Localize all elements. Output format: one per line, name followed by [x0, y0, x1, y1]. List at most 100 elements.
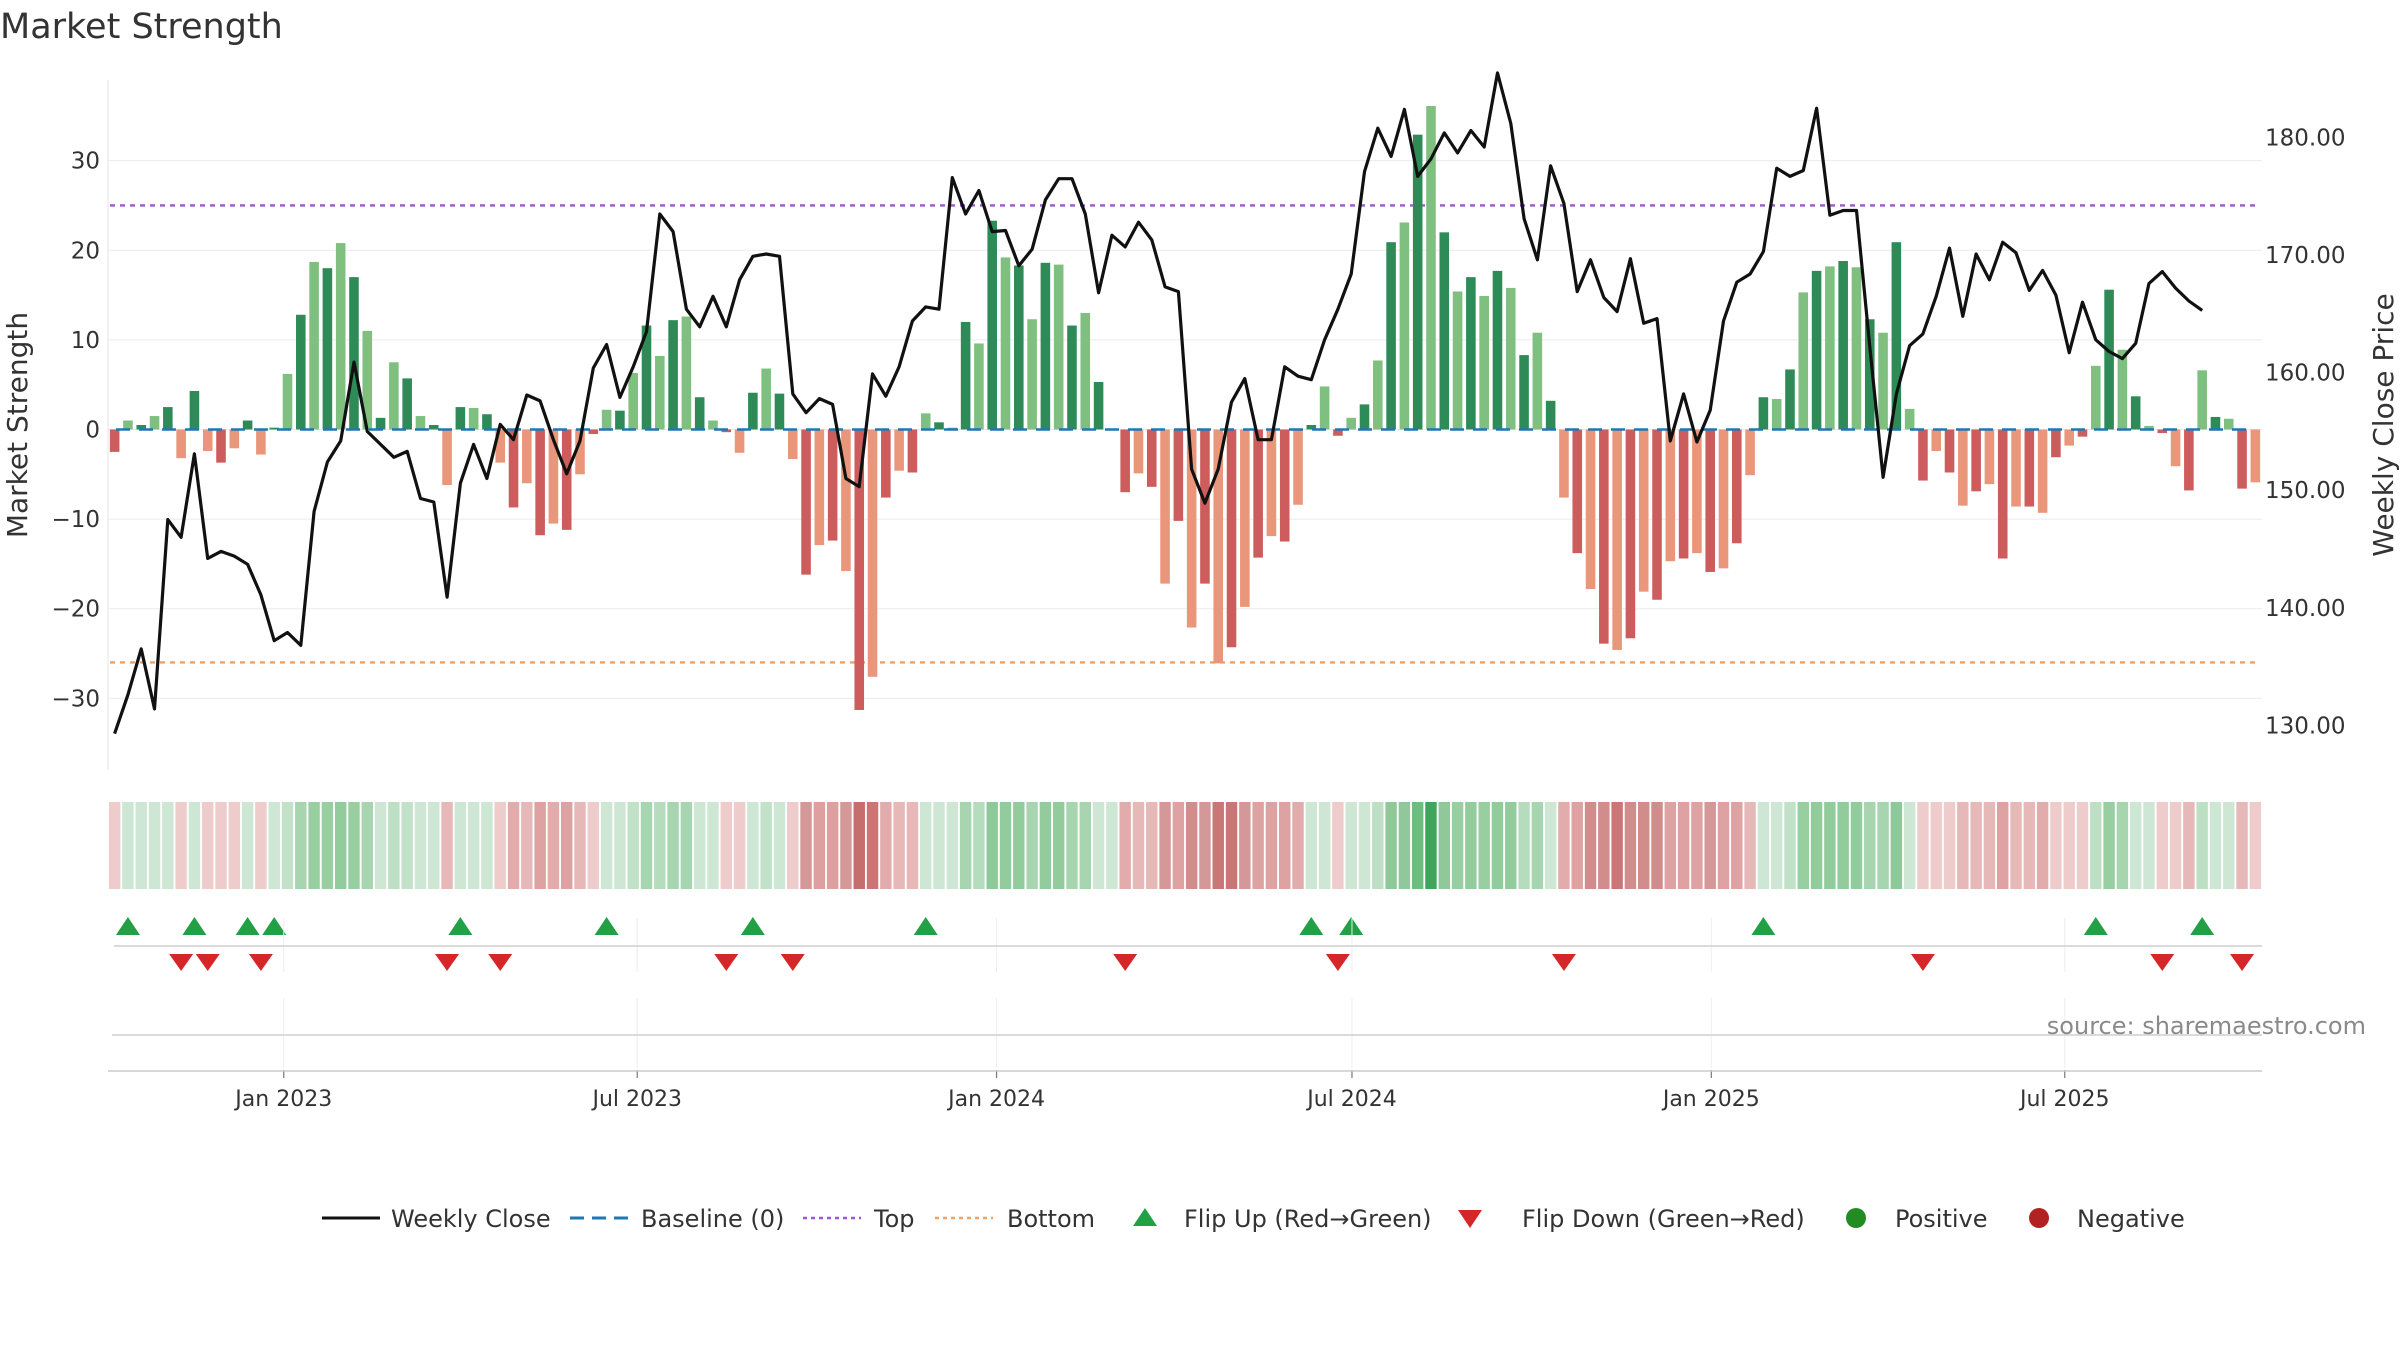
band-cell: [175, 802, 187, 889]
band-cell: [1026, 802, 1038, 889]
strength-bar: [1931, 429, 1942, 451]
flip-up-marker: [1339, 917, 1364, 935]
strength-bar: [2091, 365, 2101, 430]
strength-bar: [1944, 429, 1955, 473]
strength-bar: [149, 416, 160, 430]
band-cell: [1744, 802, 1756, 889]
band-cell: [1784, 802, 1796, 889]
y2-tick-label: 150.00: [2265, 478, 2345, 504]
strength-bar: [2064, 429, 2074, 446]
band-cell: [1146, 802, 1158, 889]
band-cell: [826, 802, 839, 889]
strength-bar: [1120, 429, 1130, 493]
band-cell: [1704, 802, 1716, 889]
flip-up-marker: [448, 917, 473, 935]
band-cell: [2143, 802, 2155, 889]
strength-bar: [1293, 429, 1303, 505]
band-cell: [614, 802, 626, 889]
strength-bar: [1678, 429, 1689, 559]
band-cell: [188, 802, 201, 889]
band-cell: [295, 802, 307, 889]
band-cell: [241, 802, 254, 889]
band-cell: [1438, 802, 1450, 889]
reference-lines: [110, 204, 2257, 664]
strength-bar: [1838, 261, 1848, 430]
y2-tick-label: 140.00: [2265, 596, 2345, 622]
band-cell: [1305, 802, 1318, 889]
band-cell: [574, 802, 586, 889]
band-cell: [2116, 802, 2129, 889]
legend-weekly-close: Weekly Close: [391, 1205, 551, 1233]
band-cell: [773, 802, 786, 889]
strength-bar: [894, 429, 904, 471]
band-cell: [1903, 802, 1916, 889]
strength-bar: [1399, 222, 1410, 430]
band-cell: [800, 802, 812, 889]
strength-bar: [801, 429, 811, 575]
flip-up-marker: [594, 917, 619, 935]
band-cell: [986, 802, 998, 889]
flip-up-marker: [182, 917, 207, 935]
strength-bar: [1811, 270, 1822, 430]
strength-bar: [1053, 264, 1064, 430]
strength-bar: [1080, 312, 1091, 430]
band-cell: [348, 802, 360, 889]
strength-bar: [2197, 370, 2207, 430]
strength-bar: [1093, 381, 1104, 430]
band-cell: [1225, 802, 1238, 889]
strength-bar: [109, 429, 120, 452]
strength-bar: [1279, 429, 1290, 542]
flip-up-marker: [1299, 917, 1324, 935]
strength-bar: [1825, 266, 1835, 430]
band-cell: [2063, 802, 2075, 889]
strength-bar: [1519, 355, 1529, 430]
band-cell: [1824, 802, 1836, 889]
band-cell: [1411, 802, 1424, 889]
band-cell: [1651, 802, 1663, 889]
strength-bar: [1319, 386, 1330, 430]
flip-up-marker: [115, 917, 140, 935]
flip-markers: [115, 917, 2255, 971]
strength-bar: [1412, 134, 1423, 430]
band-cell: [2249, 802, 2262, 889]
strength-band: [108, 802, 2262, 889]
band-cell: [1584, 802, 1597, 889]
band-cell: [414, 802, 427, 889]
x-tick-label: Jul 2024: [1305, 1087, 1397, 1112]
strength-bar: [575, 429, 585, 475]
band-cell: [401, 802, 413, 889]
flip-up-marker: [2190, 917, 2215, 935]
source-credit: source: sharemaestro.com: [2047, 1012, 2366, 1040]
strength-bar: [1160, 429, 1170, 584]
band-cell: [2196, 802, 2208, 889]
band-cell: [1837, 802, 1849, 889]
band-cell: [880, 802, 892, 889]
band-cell: [2023, 802, 2036, 889]
x-tick-label: Jul 2025: [2018, 1087, 2110, 1112]
band-cell: [228, 802, 241, 889]
band-cell: [1292, 802, 1304, 889]
band-cell: [2036, 802, 2049, 889]
band-cell: [1890, 802, 1903, 889]
strength-bar: [136, 425, 147, 430]
strength-bar: [1386, 242, 1396, 430]
strength-bar: [655, 356, 665, 430]
strength-bar: [508, 429, 519, 508]
strength-bar: [269, 427, 279, 430]
y2-tick-label: 170.00: [2265, 243, 2345, 269]
strength-bar: [1665, 429, 1676, 562]
strength-bar: [2250, 429, 2261, 483]
band-cell: [680, 802, 693, 889]
strength-bar: [2117, 349, 2128, 430]
strength-bar: [987, 220, 997, 430]
strength-bar: [1891, 242, 1902, 430]
strength-bar: [1559, 429, 1569, 498]
band-cell: [760, 802, 772, 889]
strength-bar: [1572, 429, 1583, 554]
band-cell: [1850, 802, 1863, 889]
band-cell: [587, 802, 600, 889]
axes: −30 −20 −10 0 10 20 30 130.00 140.00 150.00 160.00…: [51, 80, 2345, 770]
strength-bar: [242, 420, 253, 430]
band-cell: [1079, 802, 1091, 889]
